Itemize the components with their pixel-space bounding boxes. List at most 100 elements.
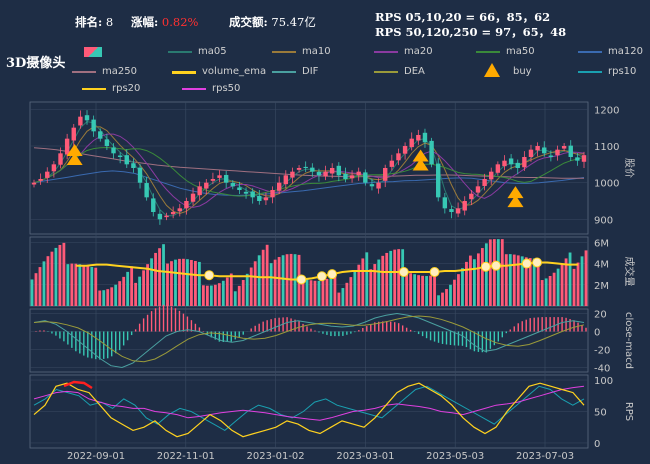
- volume-bar: [102, 290, 106, 306]
- volume-bar: [205, 285, 209, 306]
- volume-bar: [365, 252, 369, 306]
- volume-signal-dot: [296, 274, 307, 285]
- volume-bar: [277, 257, 281, 306]
- volume-bar: [118, 281, 122, 306]
- volume-bar: [38, 267, 42, 306]
- candle-body: [489, 171, 494, 180]
- candle-body: [356, 171, 361, 176]
- volume-bar: [94, 267, 98, 306]
- volume-bar: [473, 259, 476, 306]
- volume-bar: [536, 258, 540, 306]
- rps-highlight: [63, 380, 93, 390]
- volume-bar: [484, 243, 488, 306]
- volume-bar: [237, 285, 241, 306]
- candle-body: [575, 157, 580, 161]
- legend-label-dif: DIF: [302, 66, 319, 77]
- candle-body: [528, 149, 534, 157]
- candle-body: [164, 215, 169, 218]
- candle-body: [71, 127, 76, 141]
- volume-bar: [445, 289, 448, 306]
- volume-bar: [528, 258, 532, 306]
- candle-body: [197, 186, 202, 196]
- volume-bar: [201, 285, 205, 306]
- rps20-swatch: [82, 88, 106, 90]
- candle-body: [442, 197, 448, 209]
- candle-body: [137, 167, 143, 183]
- candle-body: [422, 132, 428, 143]
- volume-bar: [82, 265, 86, 306]
- rank-label: 排名:: [75, 15, 103, 29]
- candle-body: [535, 146, 540, 151]
- rps10-swatch: [578, 71, 602, 73]
- buy-marker: [412, 149, 429, 162]
- change-label: 涨幅:: [131, 15, 159, 29]
- candle-body: [469, 193, 474, 200]
- rps-axis-label: RPS: [623, 402, 634, 421]
- candle-body: [38, 179, 43, 181]
- volume-bar: [321, 280, 325, 306]
- volume-bar: [34, 273, 38, 306]
- volume-bar: [504, 254, 508, 306]
- candle-body: [482, 179, 487, 186]
- volume-bar: [560, 263, 564, 306]
- candle-body: [45, 171, 50, 178]
- volume-bar: [345, 282, 349, 306]
- ma10-swatch: [272, 51, 296, 53]
- legend-label-ma120: ma120: [608, 46, 643, 57]
- candle-body: [250, 191, 255, 198]
- candle-body: [462, 201, 467, 211]
- candle-body: [257, 195, 262, 201]
- volume-bar: [329, 276, 333, 306]
- volume-bar: [126, 271, 130, 306]
- volume-bar: [492, 239, 496, 306]
- buy-marker: [66, 144, 83, 156]
- vol-panel-frame: [29, 236, 589, 307]
- volume-bar: [265, 244, 269, 306]
- volume-bar: [110, 287, 114, 306]
- candle-body: [84, 115, 90, 121]
- volume-bar: [225, 277, 229, 306]
- triangle-icon: [484, 63, 500, 77]
- volume-bar: [150, 258, 153, 306]
- candle-body: [276, 182, 282, 191]
- buy-marker: [507, 186, 524, 199]
- volume-signal-dot: [532, 257, 543, 268]
- volume-bar: [317, 280, 321, 306]
- x-tick-label: 2023-03-01: [336, 451, 394, 462]
- volume-bar: [301, 278, 305, 306]
- candle-body: [402, 146, 408, 154]
- buy-marker: [507, 195, 524, 208]
- volume-bar: [377, 259, 381, 306]
- volume-bar: [337, 292, 341, 306]
- volume-bar: [213, 284, 217, 306]
- turnover-label: 成交额:: [229, 15, 268, 29]
- volume-bar: [253, 261, 257, 306]
- rank-info: 排名: 8: [75, 14, 113, 30]
- candle-body: [495, 164, 501, 173]
- candle-body: [98, 131, 103, 139]
- volume-bar: [437, 295, 440, 306]
- volume-bar: [313, 280, 317, 306]
- volume-bar: [182, 258, 185, 306]
- volume-bar: [341, 288, 345, 306]
- candle-body: [522, 157, 527, 168]
- dif-line: [33, 312, 585, 369]
- ma120-swatch: [578, 51, 602, 53]
- candle-body: [369, 184, 375, 187]
- volume-bar: [325, 278, 329, 306]
- rps50-line: [33, 385, 585, 421]
- macd-tick-label: 20: [594, 310, 607, 321]
- volume-bar: [496, 239, 500, 306]
- legend-label-rps20: rps20: [112, 83, 141, 94]
- volume-bar: [78, 264, 82, 306]
- candle-body: [383, 168, 388, 181]
- volume-bar: [540, 280, 544, 306]
- candle-body: [449, 209, 454, 212]
- dea-swatch: [374, 71, 398, 73]
- candle-body: [502, 160, 507, 167]
- volume-bar: [138, 276, 142, 306]
- candle-body: [396, 153, 401, 161]
- volume-bar: [309, 280, 313, 306]
- candle-body: [58, 153, 63, 165]
